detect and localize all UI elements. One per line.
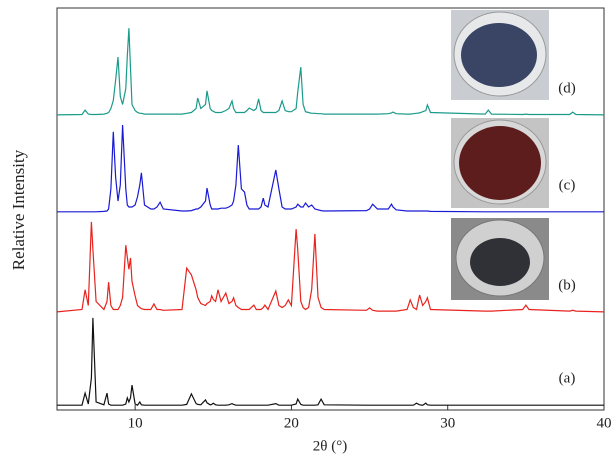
y-axis-label: Relative Intensity [9, 149, 28, 270]
series-label: (a) [559, 371, 576, 387]
pattern-line [56, 28, 605, 116]
inset-photo-d [451, 10, 549, 100]
pattern-line [56, 221, 605, 313]
x-axis-label: 2θ (°) [313, 438, 347, 454]
series-label: (d) [558, 80, 576, 96]
pattern-line [57, 317, 604, 406]
x-tick-label: 30 [440, 415, 455, 431]
inset-photo-c [451, 118, 549, 208]
series-label: (c) [559, 177, 576, 193]
pattern-line [57, 124, 604, 213]
inset-photo-b [451, 218, 549, 300]
x-tick-label: 10 [128, 415, 143, 431]
x-tick-label: 40 [597, 415, 612, 431]
plot-frame [56, 7, 605, 411]
x-tick-label: 20 [284, 415, 299, 431]
series-label: (b) [558, 277, 576, 293]
